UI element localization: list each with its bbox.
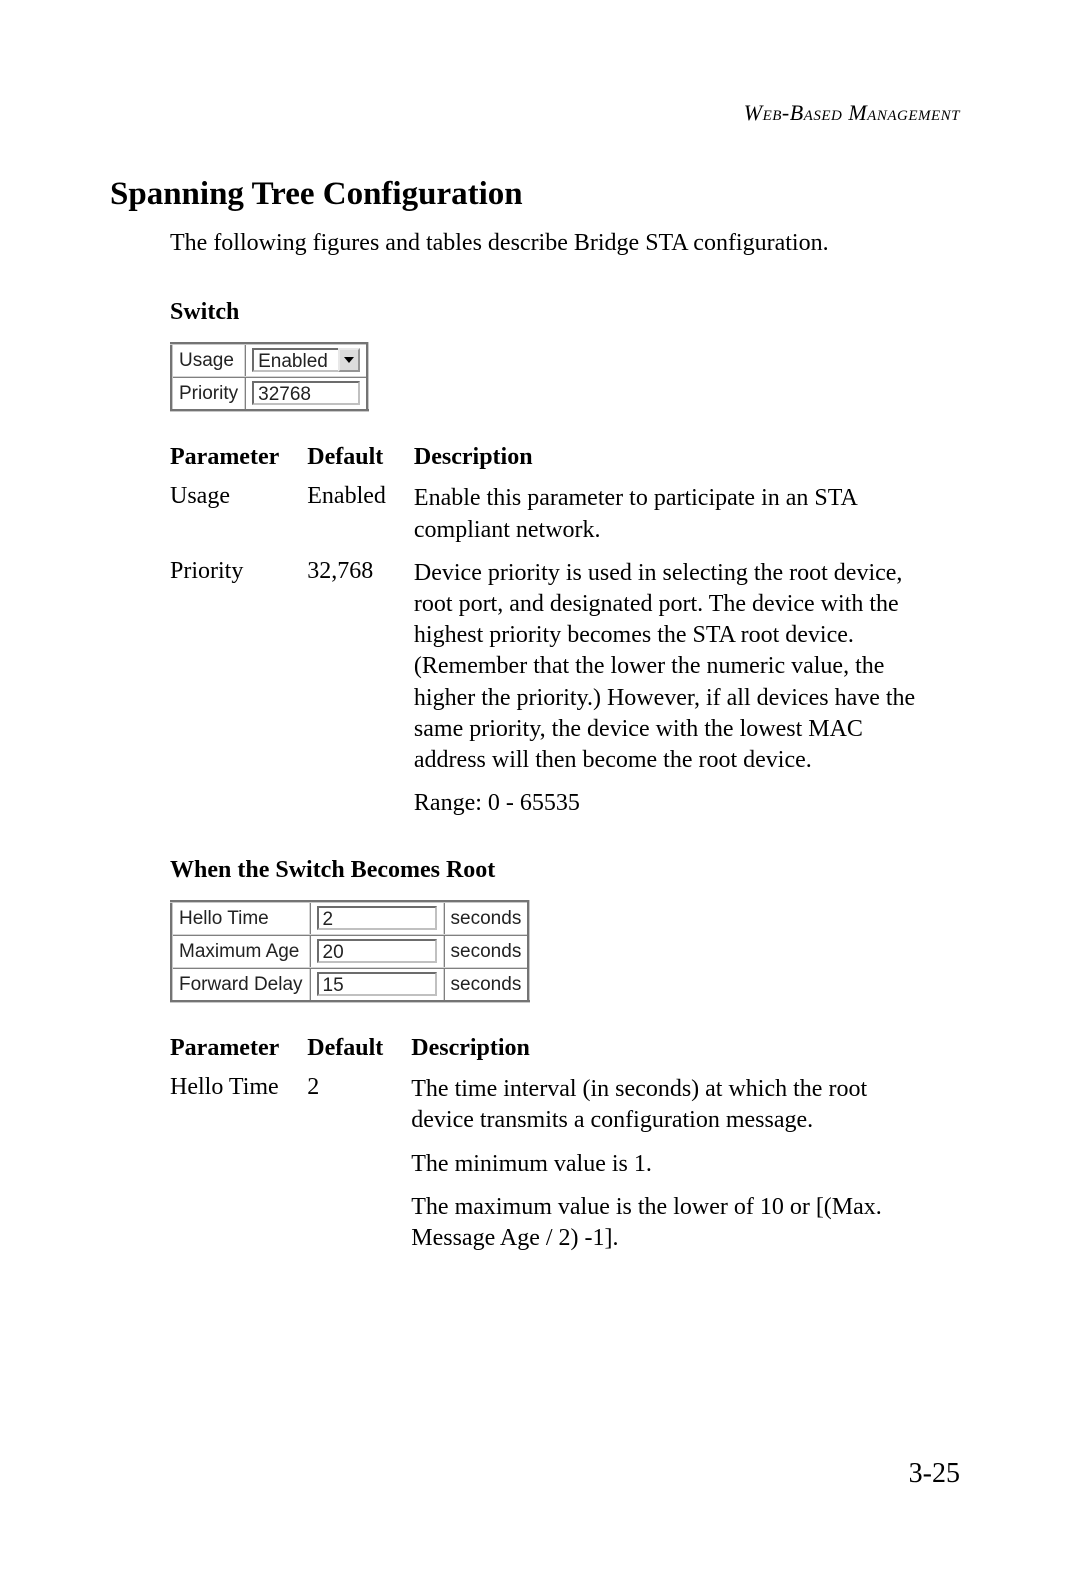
fig-value-cell: Enabled: [245, 344, 368, 378]
table-header-row: Parameter Default Description: [170, 1029, 960, 1068]
unit-label: seconds: [444, 968, 529, 1002]
desc-para: The maximum value is the lower of 10 or …: [411, 1192, 932, 1254]
switch-figure: Usage Enabled Priority 32768: [170, 342, 960, 412]
section-intro: The following figures and tables describ…: [170, 227, 890, 259]
param-name: Hello Time: [170, 1068, 307, 1260]
table-row: Usage Enabled: [172, 344, 368, 378]
desc-para: Range: 0 - 65535: [414, 788, 932, 819]
root-figure: Hello Time 2 seconds Maximum Age 20 seco…: [170, 900, 960, 1003]
switch-param-table: Parameter Default Description Usage Enab…: [170, 438, 960, 825]
fig-value-cell: 32768: [245, 377, 368, 411]
param-default: 2: [307, 1068, 411, 1260]
unit-label: seconds: [444, 935, 529, 968]
table-row: Maximum Age 20 seconds: [172, 935, 529, 968]
unit-label: seconds: [444, 902, 529, 936]
priority-field[interactable]: 32768: [252, 381, 360, 405]
desc-para: The time interval (in seconds) at which …: [411, 1074, 932, 1136]
switch-heading: Switch: [170, 299, 960, 326]
fig-label: Hello Time: [172, 902, 310, 936]
root-fig-table: Hello Time 2 seconds Maximum Age 20 seco…: [170, 900, 530, 1003]
usage-dropdown[interactable]: Enabled: [252, 348, 340, 372]
switch-fig-table: Usage Enabled Priority 32768: [170, 342, 369, 412]
col-default: Default: [307, 438, 414, 477]
fig-value-cell: 15: [310, 968, 444, 1002]
table-row: Priority 32768: [172, 377, 368, 411]
desc-para: The minimum value is 1.: [411, 1149, 932, 1180]
table-row: Hello Time 2 The time interval (in secon…: [170, 1068, 960, 1260]
param-description: Enable this parameter to participate in …: [414, 477, 960, 551]
page-number: 3-25: [909, 1458, 960, 1490]
table-header-row: Parameter Default Description: [170, 438, 960, 477]
desc-para: Enable this parameter to participate in …: [414, 483, 932, 545]
col-parameter: Parameter: [170, 438, 307, 477]
param-description: The time interval (in seconds) at which …: [411, 1068, 960, 1260]
forward-delay-field[interactable]: 15: [317, 972, 437, 996]
table-row: Hello Time 2 seconds: [172, 902, 529, 936]
hello-time-field[interactable]: 2: [317, 906, 437, 930]
fig-label: Maximum Age: [172, 935, 310, 968]
col-parameter: Parameter: [170, 1029, 307, 1068]
table-row: Usage Enabled Enable this parameter to p…: [170, 477, 960, 551]
param-name: Usage: [170, 477, 307, 551]
root-heading: When the Switch Becomes Root: [170, 857, 960, 884]
root-param-table: Parameter Default Description Hello Time…: [170, 1029, 960, 1260]
table-row: Forward Delay 15 seconds: [172, 968, 529, 1002]
param-name: Priority: [170, 552, 307, 826]
col-description: Description: [414, 438, 960, 477]
running-header: Web-Based Management: [110, 100, 960, 126]
table-row: Priority 32,768 Device priority is used …: [170, 552, 960, 826]
col-description: Description: [411, 1029, 960, 1068]
fig-value-cell: 2: [310, 902, 444, 936]
param-description: Device priority is used in selecting the…: [414, 552, 960, 826]
fig-label: Forward Delay: [172, 968, 310, 1002]
param-default: 32,768: [307, 552, 414, 826]
desc-para: Device priority is used in selecting the…: [414, 558, 932, 776]
param-default: Enabled: [307, 477, 414, 551]
chevron-down-icon[interactable]: [338, 348, 360, 372]
max-age-field[interactable]: 20: [317, 939, 437, 963]
fig-label: Usage: [172, 344, 246, 378]
fig-label: Priority: [172, 377, 246, 411]
fig-value-cell: 20: [310, 935, 444, 968]
section-title: Spanning Tree Configuration: [110, 176, 960, 213]
col-default: Default: [307, 1029, 411, 1068]
